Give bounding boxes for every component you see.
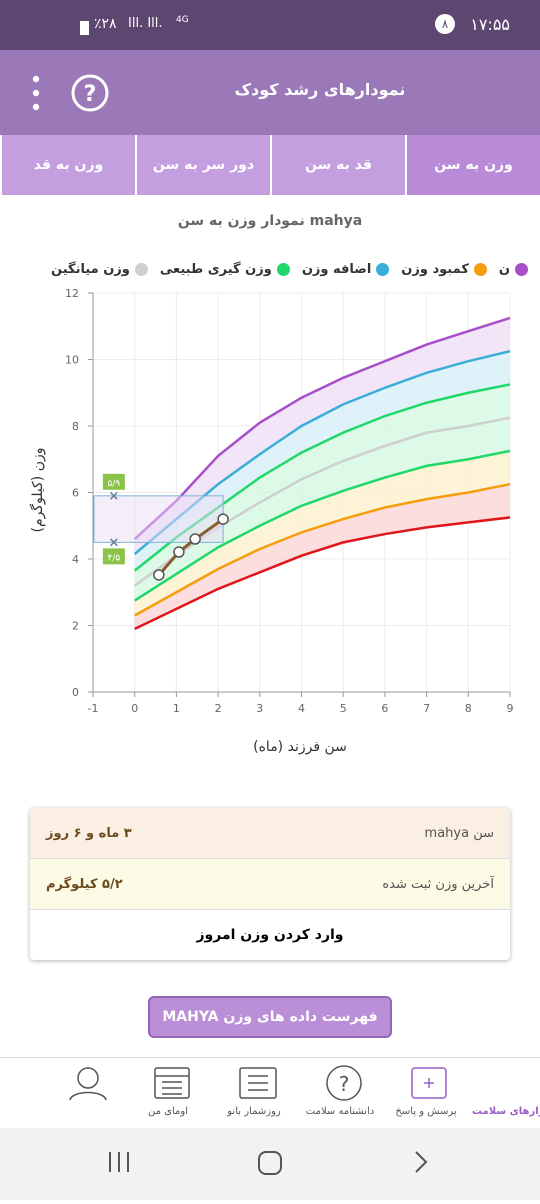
legend: ن کمبود وزن اضافه وزن وزن گیری طبیعی وزن میا…	[0, 262, 540, 277]
battery-level: ٪۲۸	[94, 16, 117, 32]
x-axis-title: سن فرزند (ماه)	[253, 739, 347, 755]
legend-item: وزن میانگین	[51, 262, 148, 277]
range-marker: ×	[108, 489, 119, 504]
nav-label[interactable]: دانشنامه سلامت	[305, 1106, 375, 1117]
info-row: آخرین وزن ثبت شده ۵/۲ کیلوگرم	[30, 859, 510, 910]
info-row: سن mahya ۳ ماه و ۶ روز	[30, 808, 510, 859]
enter-weight-button[interactable]: وارد کردن وزن امروز	[196, 927, 344, 943]
chart: نمودار وزن به سن mahya سن فرزند (ماه) وز…	[29, 213, 514, 755]
svg-text:?: ?	[339, 1072, 350, 1096]
y-tick-label: 6	[72, 487, 79, 500]
band	[134, 450, 510, 616]
legend-label: کمبود وزن	[401, 262, 469, 277]
child-point	[173, 546, 185, 558]
network-type: 4G	[176, 15, 189, 25]
nav-label[interactable]: پرسش و پاسخ	[395, 1106, 457, 1117]
y-tick-label: 12	[65, 287, 79, 300]
tab[interactable]: دور سر به سن	[135, 135, 270, 195]
x-tick-label: 3	[256, 702, 263, 715]
bottom-nav: ? ابزارهای سلامت پرسش و پاسخ دانشنامه سلام…	[0, 1057, 540, 1129]
legend-label: ن	[498, 262, 510, 277]
legend-item: ن	[499, 262, 528, 277]
x-tick-label: 0	[131, 702, 138, 715]
status-bar: ۱۷:۵۵ ۸ ٪۲۸ 4G Ill. Ill.	[0, 0, 540, 50]
nav-icons: ?	[69, 1065, 447, 1101]
chart-title: نمودار وزن به سن mahya	[178, 213, 362, 229]
band	[134, 317, 510, 555]
data-list-button[interactable]: فهرست داده های وزن MAHYA	[148, 996, 392, 1038]
y-tick-label: 10	[65, 354, 79, 367]
notification-badge: ۸	[435, 14, 455, 34]
band	[134, 484, 510, 629]
y-tick-label: 2	[72, 620, 79, 633]
legend-swatch	[134, 263, 148, 276]
x-tick-label: 9	[507, 702, 514, 715]
legend-swatch	[376, 263, 390, 276]
x-tick-label: 2	[215, 702, 222, 715]
x-tick-label: 8	[465, 702, 472, 715]
info-label: سن mahya	[424, 825, 494, 841]
series-line	[134, 482, 511, 617]
y-tick-label: 0	[72, 686, 79, 699]
info-value: ۳ ماه و ۶ روز	[46, 825, 132, 841]
legend-label: وزن گیری طبیعی	[159, 262, 272, 277]
info-value: ۵/۲ کیلوگرم	[46, 876, 123, 892]
legend-label: اضافه وزن	[301, 262, 372, 277]
app-bar: نمودارهای رشد کودک ?	[0, 50, 540, 135]
tab[interactable]: قد به سن	[270, 135, 405, 195]
legend-swatch	[276, 263, 290, 276]
legend-swatch	[473, 263, 487, 276]
legend-item: وزن گیری طبیعی	[160, 262, 290, 277]
x-tick-label: 5	[340, 702, 347, 715]
range-label: ۵/۹	[107, 479, 120, 489]
x-tick-label: 4	[298, 702, 305, 715]
band	[134, 417, 510, 601]
nav-label[interactable]: روزشمار بانو	[227, 1106, 281, 1117]
child-point	[217, 513, 229, 525]
signal-icons: Ill. Ill.	[128, 16, 163, 31]
tab-bar: وزن به قد دور سر به سن قد به سن وزن به سن	[0, 135, 540, 195]
system-nav-icons[interactable]	[0, 1128, 540, 1200]
legend-label: وزن میانگین	[51, 262, 130, 277]
series-line	[134, 516, 511, 630]
tab[interactable]: وزن به سن	[405, 135, 540, 195]
range-label: ۴/۵	[107, 553, 120, 563]
x-tick-label: 1	[173, 702, 180, 715]
legend-item: اضافه وزن	[301, 262, 390, 277]
range-label-box	[102, 548, 125, 565]
x-tick-label: 7	[423, 702, 430, 715]
y-axis-title: وزن (کیلوگرم)	[29, 448, 46, 533]
system-nav	[0, 1128, 540, 1200]
x-tick-label: -1	[88, 702, 99, 715]
battery-icon	[80, 21, 89, 35]
y-tick-label: 4	[72, 553, 79, 566]
series-line	[133, 316, 511, 540]
child-point	[189, 533, 201, 545]
info-label: آخرین وزن ثبت شده	[382, 876, 494, 892]
range-label-box	[102, 473, 125, 490]
svg-text:?: ?	[84, 82, 97, 107]
page-title: نمودارهای رشد کودک	[234, 80, 406, 99]
y-tick-label: 8	[72, 420, 79, 433]
child-line	[157, 517, 224, 576]
child-point	[153, 569, 165, 581]
range-marker: ×	[108, 535, 119, 550]
info-rows: سن mahya ۳ ماه و ۶ روز آخرین وزن ثبت شده ۵/…	[30, 808, 510, 910]
info-card: سن mahya ۳ ماه و ۶ روز آخرین وزن ثبت شده ۵/…	[30, 808, 510, 960]
nav-label[interactable]: اومای من	[148, 1106, 188, 1117]
legend-swatch	[515, 263, 528, 276]
tab[interactable]: وزن به قد	[0, 135, 135, 195]
legend-item: کمبود وزن	[401, 262, 487, 277]
series-line	[134, 449, 511, 602]
header-icons[interactable]: ?	[20, 70, 120, 116]
nav-label[interactable]: ابزارهای سلامت	[471, 1106, 540, 1117]
clock: ۱۷:۵۵	[470, 15, 510, 34]
x-tick-label: 6	[381, 702, 388, 715]
